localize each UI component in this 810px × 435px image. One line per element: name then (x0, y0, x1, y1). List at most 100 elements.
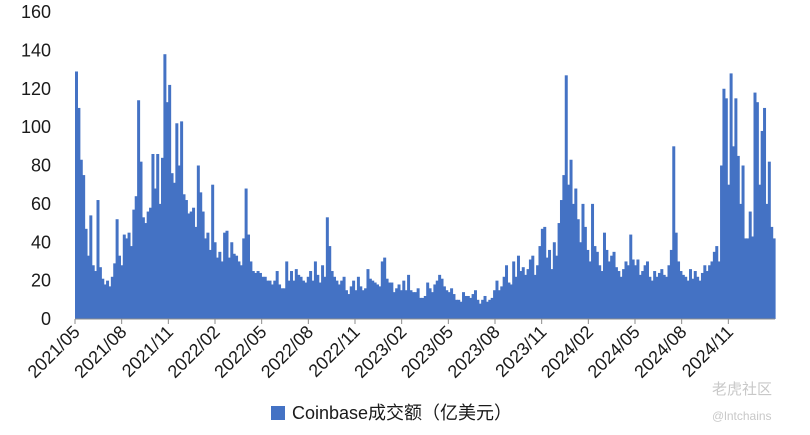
bar (144, 223, 148, 319)
bar (634, 265, 638, 319)
bar (215, 257, 219, 319)
bar (184, 200, 188, 319)
bar (201, 211, 205, 319)
bar (622, 269, 626, 319)
bar (600, 271, 604, 319)
bar (192, 207, 196, 319)
bar (290, 271, 294, 319)
bar (172, 182, 176, 319)
bar (552, 242, 556, 319)
bar (657, 272, 661, 319)
bar (356, 276, 360, 319)
bar (206, 232, 210, 319)
bar (457, 299, 461, 319)
bar (514, 276, 518, 319)
bar (189, 211, 193, 319)
bar (471, 294, 475, 319)
bar (677, 261, 681, 319)
bar (720, 165, 724, 319)
bar (270, 284, 274, 319)
bar (700, 272, 704, 319)
bar (244, 188, 248, 319)
bar (84, 228, 88, 319)
bar (505, 265, 509, 319)
bar (156, 153, 160, 319)
bar (419, 297, 423, 319)
bar (643, 265, 647, 319)
bar (770, 226, 774, 319)
bar (366, 269, 370, 319)
bar (340, 280, 344, 320)
bar (115, 219, 119, 319)
bar (540, 228, 544, 319)
y-tick-label: 0 (41, 309, 51, 329)
bar (653, 271, 657, 319)
bar (593, 246, 597, 319)
watermark-handle: @lntchains (712, 409, 772, 423)
bar (235, 255, 239, 319)
bar (330, 271, 334, 319)
bar (698, 280, 702, 320)
bar (316, 274, 320, 319)
bar (674, 232, 678, 319)
bar (438, 274, 442, 319)
bar (662, 274, 666, 319)
bar (591, 203, 595, 320)
bar (688, 269, 692, 319)
bar (507, 282, 511, 319)
bar (686, 280, 690, 320)
bar (409, 290, 413, 319)
bar (555, 255, 559, 319)
bar (481, 299, 485, 319)
bar (306, 276, 310, 319)
bar (146, 211, 150, 319)
bar (204, 238, 207, 319)
bar (354, 290, 358, 319)
bar (681, 274, 685, 319)
y-tick-label: 80 (31, 156, 51, 176)
bar (120, 265, 124, 319)
bar (390, 282, 394, 319)
bar (129, 246, 133, 319)
bar (385, 278, 389, 319)
bar (595, 251, 599, 319)
bar (559, 200, 563, 319)
bar (242, 238, 246, 319)
bar (445, 290, 449, 319)
bar (519, 271, 523, 319)
bar (473, 290, 477, 319)
bar (161, 157, 164, 319)
bar (106, 280, 110, 320)
bar (526, 269, 530, 319)
watermark-text: 老虎社区 (712, 381, 772, 398)
bar (545, 257, 549, 319)
bar (337, 284, 341, 319)
bar (199, 192, 203, 319)
bar (387, 282, 391, 319)
bar (574, 188, 578, 319)
bar (77, 107, 81, 319)
bar (364, 288, 368, 319)
bar (586, 249, 590, 319)
bar (712, 251, 716, 319)
bar (610, 255, 614, 319)
bar (175, 123, 179, 319)
bar (624, 261, 628, 319)
legend: Coinbase成交额（亿美元） (271, 403, 512, 423)
bar (323, 276, 327, 319)
bar (187, 213, 191, 319)
bar (170, 173, 174, 319)
bar (378, 286, 382, 319)
bar (581, 203, 585, 320)
bar (134, 196, 138, 319)
y-tick-label: 140 (21, 40, 51, 60)
bar (344, 290, 348, 319)
bar (213, 242, 217, 319)
bar (282, 288, 286, 319)
bar (218, 251, 222, 319)
bar (101, 278, 105, 319)
bar (211, 184, 215, 319)
x-tick-label: 2024/08 (630, 322, 690, 382)
bar (256, 271, 260, 319)
bar (727, 184, 731, 319)
